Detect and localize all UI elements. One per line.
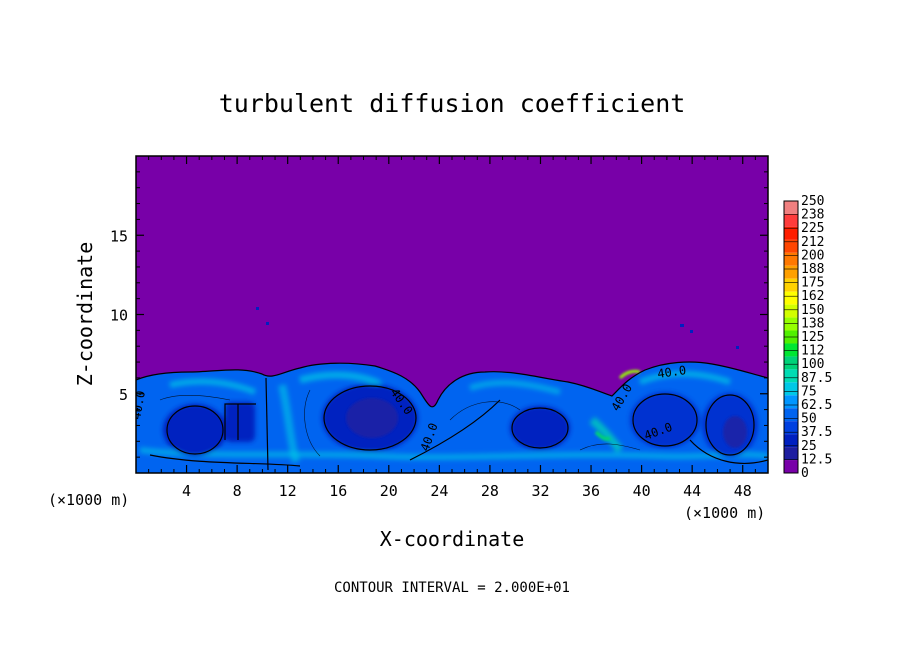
x-tick-label: 32 (531, 482, 549, 500)
colorbar-swatch (784, 382, 798, 396)
colorbar-swatch (784, 265, 798, 279)
colorbar-swatch (784, 252, 798, 266)
x-tick-label: 48 (734, 482, 752, 500)
colorbar-swatch (784, 291, 798, 305)
x-tick-label: 24 (430, 482, 448, 500)
colorbar-label: 112 (801, 344, 824, 359)
colorbar-swatch (784, 226, 798, 240)
colorbar-label: 62.5 (801, 398, 832, 413)
y-tick-label: 5 (119, 386, 128, 404)
turbulent-layer: 40.0 40.0 40.0 40.0 40.0 40.0 (129, 307, 768, 473)
colorbar-swatch (784, 213, 798, 227)
y-axis: 5 10 15 (110, 171, 768, 458)
colorbar-swatch (784, 356, 798, 370)
colorbar-swatch (784, 304, 798, 318)
x-unit-note: (×1000 m) (684, 504, 765, 522)
chart-title: turbulent diffusion coefficient (219, 89, 686, 118)
colorbar-swatch (784, 460, 798, 473)
contour-label: 40.0 (129, 390, 148, 421)
colorbar-label: 25 (801, 439, 817, 454)
contour-interval-note: CONTOUR INTERVAL = 2.000E+01 (334, 580, 570, 596)
x-tick-label: 20 (380, 482, 398, 500)
y-unit-note: (×1000 m) (48, 491, 129, 509)
x-tick-label: 40 (633, 482, 651, 500)
x-tick-label: 16 (329, 482, 347, 500)
colorbar-label: 212 (801, 235, 824, 250)
colorbar-swatch (784, 369, 798, 383)
colorbar-label: 225 (801, 221, 824, 236)
x-tick-label: 44 (683, 482, 701, 500)
colorbar-label: 138 (801, 316, 824, 331)
y-tick-label: 10 (110, 307, 128, 325)
x-axis-label: X-coordinate (380, 527, 525, 551)
colorbar-swatch (784, 343, 798, 357)
x-axis: 4 8 12 16 20 24 28 32 36 40 44 48 (148, 156, 756, 500)
colorbar-swatch (784, 434, 798, 448)
colorbar-swatch (784, 239, 798, 253)
colorbar-label: 188 (801, 262, 824, 277)
y-axis-label: Z-coordinate (73, 242, 97, 387)
colorbar-label: 150 (801, 303, 824, 318)
x-tick-label: 12 (279, 482, 297, 500)
colorbar-swatch (784, 408, 798, 422)
colorbar-swatch (784, 447, 798, 461)
colorbar-label: 175 (801, 276, 824, 291)
colorbar-swatch (784, 317, 798, 331)
colorbar-label: 87.5 (801, 371, 832, 386)
x-tick-label: 8 (233, 482, 242, 500)
colorbar-label: 0 (801, 466, 809, 481)
colorbar-label: 75 (801, 384, 817, 399)
x-tick-label: 36 (582, 482, 600, 500)
colorbar-swatch (784, 395, 798, 409)
colorbar-swatch (784, 278, 798, 292)
colorbar-label: 37.5 (801, 425, 832, 440)
colorbar-label: 12.5 (801, 452, 832, 467)
colorbar-label: 162 (801, 289, 824, 304)
y-tick-label: 15 (110, 227, 128, 245)
colorbar: 2502382252122001881751621501381251121008… (783, 194, 832, 481)
contour-label: 40.0 (656, 363, 687, 381)
x-tick-label: 4 (182, 482, 191, 500)
colorbar-label: 250 (801, 194, 824, 209)
colorbar-label: 238 (801, 208, 824, 223)
x-tick-label: 28 (481, 482, 499, 500)
colorbar-label: 125 (801, 330, 824, 345)
colorbar-swatch (784, 201, 798, 214)
colorbar-swatch (784, 421, 798, 435)
colorbar-label: 200 (801, 248, 824, 263)
colorbar-label: 100 (801, 357, 824, 372)
colorbar-label: 50 (801, 412, 817, 427)
